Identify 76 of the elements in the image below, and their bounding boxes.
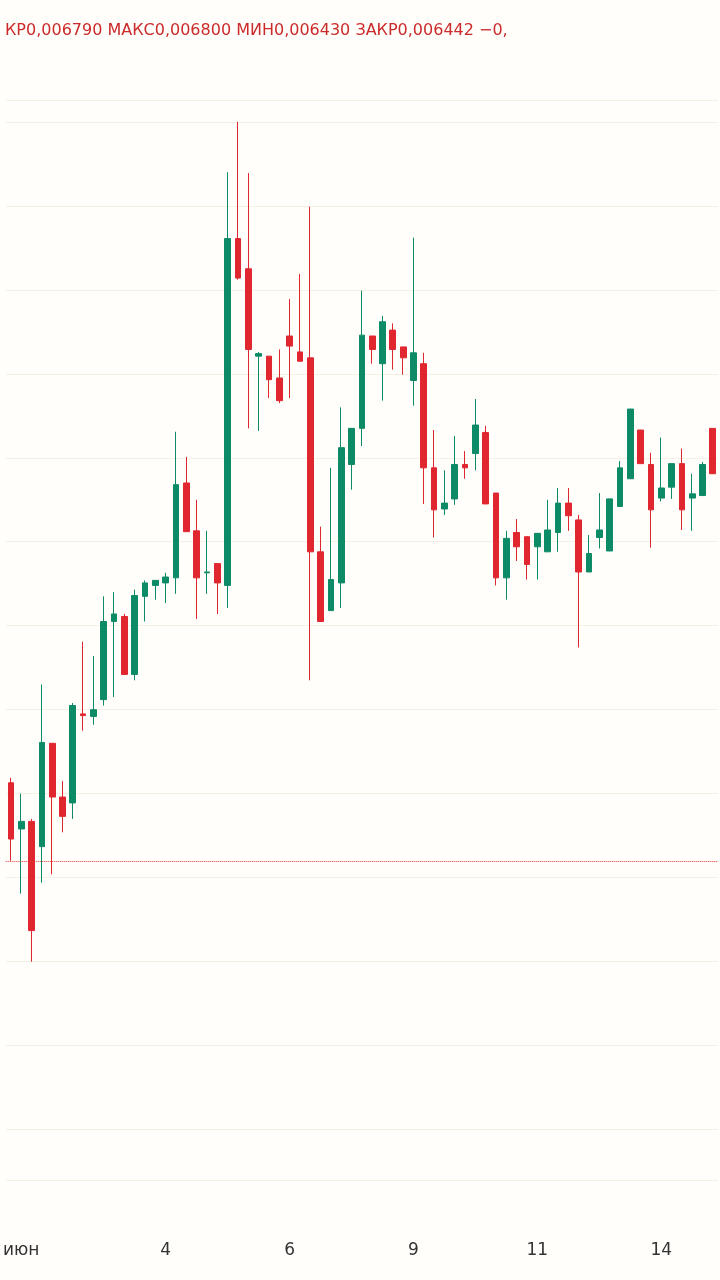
candlestick <box>8 777 14 862</box>
candlestick <box>214 563 221 615</box>
candlestick <box>152 579 159 601</box>
candlestick <box>565 487 572 532</box>
candlestick <box>28 818 35 963</box>
candlestick <box>668 463 675 500</box>
candlestick <box>121 613 128 675</box>
candlestick <box>699 461 706 497</box>
candlestick <box>544 499 551 553</box>
candlestick <box>100 595 107 707</box>
candlestick <box>524 536 530 581</box>
x-tick-label: 11 <box>526 1238 549 1259</box>
x-tick-label: 6 <box>284 1238 296 1259</box>
candlestick <box>255 351 262 432</box>
candlestick <box>338 406 345 609</box>
candlestick <box>627 408 634 480</box>
candlestick <box>555 487 561 553</box>
candlestick <box>276 348 283 404</box>
candlestick <box>173 431 179 595</box>
candlestick <box>266 355 272 399</box>
candlestick <box>193 499 200 620</box>
candlestick <box>369 335 376 365</box>
candlestick <box>493 492 499 586</box>
candlestick <box>183 456 190 533</box>
candlestick <box>503 530 510 601</box>
candlestick <box>224 171 231 609</box>
candlestick <box>80 641 86 732</box>
x-tick-label: июн <box>2 1238 40 1259</box>
candlestick <box>410 237 417 407</box>
candlestick <box>689 473 696 532</box>
candlestick <box>658 437 665 502</box>
candlestick <box>90 655 97 726</box>
candlestick <box>709 427 716 475</box>
candlestick <box>286 298 293 399</box>
candlestick <box>441 469 448 516</box>
candlestick <box>69 702 76 820</box>
candlestick <box>534 532 541 581</box>
x-tick-label: 9 <box>408 1238 419 1259</box>
candlestick <box>679 448 685 531</box>
candlestick <box>575 514 582 649</box>
candlestick <box>389 322 396 371</box>
candlestick <box>451 435 458 506</box>
candlestick <box>131 589 138 681</box>
candlestick <box>513 518 520 562</box>
candlestick <box>617 460 623 507</box>
candlestick <box>162 572 169 604</box>
candlestick <box>204 530 210 595</box>
candlestick <box>235 121 241 281</box>
candlestick <box>49 742 56 875</box>
chart-title: КР0,006790 МАКС0,006800 МИН0,006430 ЗАКР0,006442 −0, <box>5 19 508 39</box>
candlestick <box>648 452 654 549</box>
candlestick <box>18 793 25 895</box>
candlestick <box>359 290 365 447</box>
candlestick <box>111 591 117 698</box>
candlestick <box>317 526 324 623</box>
candlestick <box>307 206 314 681</box>
candlestick <box>637 429 644 465</box>
candlestick <box>59 780 66 833</box>
candlestick <box>379 315 386 402</box>
candlestick <box>328 467 334 612</box>
candlestick <box>420 352 427 505</box>
candlestick <box>142 579 148 623</box>
candlestick <box>606 498 613 552</box>
candlestick <box>297 273 303 362</box>
candlestick <box>348 427 355 491</box>
candlestick <box>245 172 252 429</box>
candlestick <box>431 429 437 539</box>
candlestick <box>472 398 479 471</box>
x-tick-label: 4 <box>160 1238 172 1259</box>
candlestick <box>482 425 489 505</box>
x-tick-label: 14 <box>650 1238 673 1259</box>
candlestick <box>39 684 45 884</box>
candlestick <box>586 534 592 573</box>
candlestick <box>596 492 603 549</box>
candlestick <box>400 346 407 376</box>
candlestick <box>462 450 468 480</box>
